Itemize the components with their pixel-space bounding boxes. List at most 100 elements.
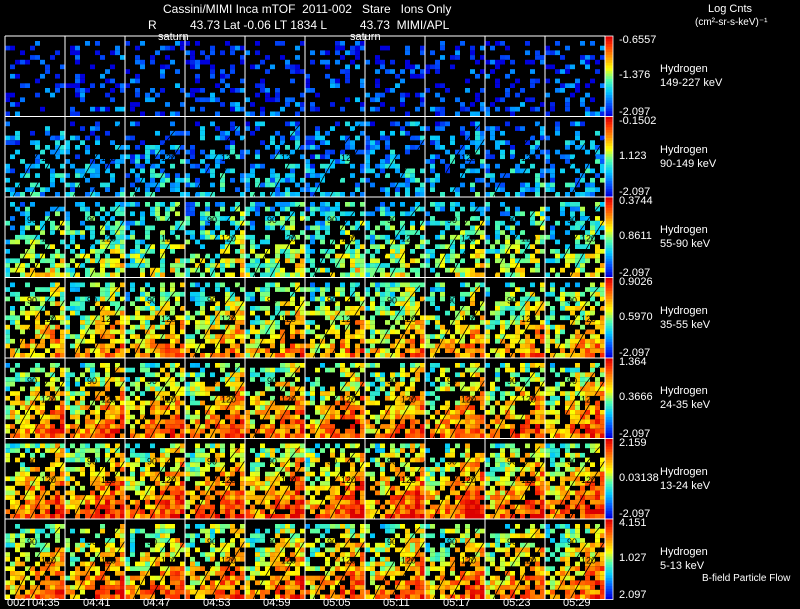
heatmap-cell bbox=[210, 97, 215, 103]
heatmap-cell bbox=[495, 140, 500, 145]
heatmap-cell bbox=[370, 263, 375, 268]
heatmap-cell bbox=[155, 163, 160, 169]
heatmap-cell bbox=[235, 395, 240, 401]
heatmap-cell bbox=[325, 149, 330, 155]
heatmap-cell bbox=[320, 343, 325, 349]
heatmap-cell bbox=[145, 334, 150, 339]
heatmap-cell bbox=[20, 306, 25, 311]
heatmap-cell bbox=[90, 272, 95, 278]
heatmap-cell bbox=[105, 428, 110, 434]
heatmap-cell bbox=[85, 320, 90, 325]
heatmap-cell bbox=[175, 234, 180, 240]
heatmap-cell bbox=[95, 414, 100, 420]
heatmap-cell bbox=[190, 343, 195, 349]
contour-label: 120 bbox=[581, 314, 596, 324]
heatmap-cell bbox=[140, 272, 145, 278]
heatmap-cell bbox=[295, 363, 300, 368]
heatmap-cell bbox=[110, 258, 115, 264]
heatmap-cell bbox=[405, 192, 410, 197]
heatmap-cell bbox=[230, 433, 235, 439]
heatmap-cell bbox=[185, 130, 190, 136]
heatmap-cell bbox=[565, 182, 570, 188]
heatmap-cell bbox=[550, 282, 555, 288]
heatmap-cell bbox=[85, 267, 90, 273]
contour-line bbox=[492, 285, 541, 359]
heatmap-cell bbox=[565, 83, 570, 88]
heatmap-cell bbox=[265, 239, 270, 245]
heatmap-cell bbox=[490, 310, 495, 316]
heatmap-cell bbox=[550, 291, 555, 297]
heatmap-cell bbox=[245, 424, 250, 429]
heatmap-cell bbox=[365, 381, 370, 387]
heatmap-cell bbox=[370, 296, 375, 302]
heatmap-cell bbox=[170, 320, 175, 325]
heatmap-cell bbox=[440, 126, 445, 131]
heatmap-cell bbox=[470, 69, 475, 74]
heatmap-cell bbox=[155, 145, 160, 150]
heatmap-cell bbox=[110, 424, 115, 429]
heatmap-cell bbox=[15, 315, 20, 321]
heatmap-cell bbox=[590, 41, 595, 46]
heatmap-cell bbox=[385, 424, 390, 429]
heatmap-cell bbox=[470, 338, 475, 344]
heatmap-cell bbox=[10, 92, 15, 98]
heatmap-cell bbox=[445, 348, 450, 353]
heatmap-cell bbox=[505, 173, 510, 178]
heatmap-cell bbox=[135, 419, 140, 425]
heatmap-cell bbox=[10, 410, 15, 415]
heatmap-cell bbox=[295, 377, 300, 382]
heatmap-cell bbox=[220, 234, 225, 240]
heatmap-cell bbox=[490, 244, 495, 249]
heatmap-cell bbox=[385, 395, 390, 401]
colorbar-segment bbox=[605, 121, 613, 126]
heatmap-cell bbox=[505, 45, 510, 51]
heatmap-cell bbox=[10, 320, 15, 325]
heatmap-cell bbox=[430, 414, 435, 420]
heatmap-cell bbox=[400, 130, 405, 136]
heatmap-cell bbox=[260, 59, 265, 65]
heatmap-cell bbox=[30, 377, 35, 382]
heatmap-cell bbox=[40, 400, 45, 406]
heatmap-cell bbox=[10, 216, 15, 221]
heatmap-cell bbox=[25, 173, 30, 178]
heatmap-cell bbox=[260, 272, 265, 278]
heatmap-cell bbox=[300, 244, 305, 249]
heatmap-cell bbox=[485, 239, 490, 245]
heatmap-cell bbox=[160, 395, 165, 401]
heatmap-cell bbox=[170, 377, 175, 382]
heatmap-cell bbox=[575, 88, 580, 93]
heatmap-cell bbox=[115, 287, 120, 292]
heatmap-cell bbox=[510, 306, 515, 311]
heatmap-cell bbox=[45, 433, 50, 439]
heatmap-cell bbox=[555, 50, 560, 56]
heatmap-cell bbox=[325, 220, 330, 226]
heatmap-cell bbox=[440, 106, 445, 112]
heatmap-cell bbox=[125, 225, 130, 231]
heatmap-cell bbox=[360, 410, 365, 415]
heatmap-cell bbox=[360, 419, 365, 425]
heatmap-cell bbox=[95, 154, 100, 160]
heatmap-cell bbox=[565, 391, 570, 396]
heatmap-cell bbox=[345, 73, 350, 79]
heatmap-cell bbox=[200, 306, 205, 311]
heatmap-cell bbox=[190, 428, 195, 434]
heatmap-cell bbox=[435, 177, 440, 183]
heatmap-cell bbox=[165, 154, 170, 160]
heatmap-cell bbox=[415, 202, 420, 207]
heatmap-cell bbox=[15, 135, 20, 141]
heatmap-cell bbox=[360, 163, 365, 169]
heatmap-cell bbox=[170, 182, 175, 188]
heatmap-cell bbox=[325, 306, 330, 311]
heatmap-cell bbox=[65, 149, 70, 155]
heatmap-cell bbox=[355, 225, 360, 231]
heatmap-cell bbox=[465, 400, 470, 406]
heatmap-cell bbox=[510, 424, 515, 429]
heatmap-cell bbox=[565, 400, 570, 406]
heatmap-cell bbox=[455, 400, 460, 406]
heatmap-cell bbox=[40, 106, 45, 112]
heatmap-cell bbox=[320, 267, 325, 273]
heatmap-cell bbox=[560, 83, 565, 88]
heatmap-cell bbox=[30, 367, 35, 373]
